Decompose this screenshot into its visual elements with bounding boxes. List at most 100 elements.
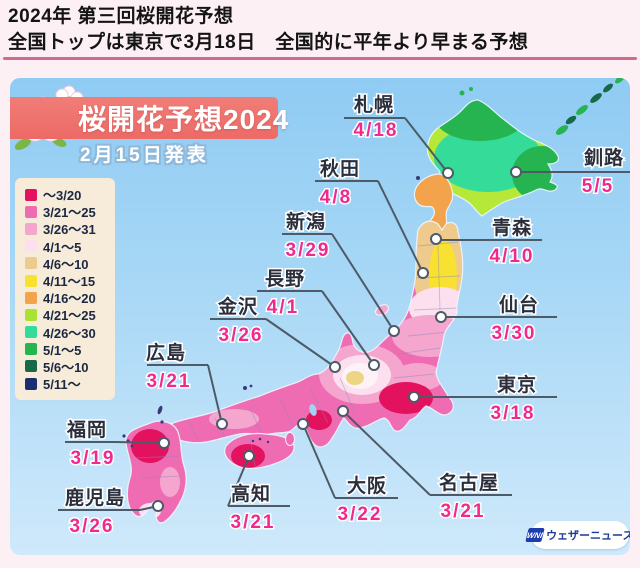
weathernews-logo-text: ウェザーニュース xyxy=(546,530,630,542)
city-dot-akita xyxy=(417,267,429,279)
weathernews-logo: WNI ウェザーニュース xyxy=(524,521,630,549)
city-hiroshima: 広島 3/21 xyxy=(144,340,228,430)
legend-item: 5/6～10 xyxy=(25,358,109,375)
city-name-niigata: 新潟 xyxy=(286,210,326,233)
city-date-kagoshima: 3/26 xyxy=(70,516,115,537)
legend-swatch xyxy=(25,360,37,373)
legend-swatch xyxy=(25,274,37,287)
legend-item: 4/6～10 xyxy=(25,255,109,272)
city-dot-hiroshima xyxy=(216,418,228,430)
banner-ribbon: 桜開花予想2024 xyxy=(10,97,288,139)
legend-label: 4/26～30 xyxy=(43,325,96,341)
city-fukuoka: 福岡 3/19 xyxy=(64,417,170,471)
city-name-sapporo: 札幌 xyxy=(353,93,394,116)
city-kochi: 高知 3/21 xyxy=(227,450,290,535)
legend-label: 3/21～25 xyxy=(43,205,96,221)
region-kurils xyxy=(555,78,625,135)
city-date-nagoya: 3/21 xyxy=(441,501,486,522)
city-date-nagano: 4/1 xyxy=(267,297,299,318)
wni-logo-icon: WNI xyxy=(524,528,544,542)
city-kanazawa: 金沢 3/26 xyxy=(210,294,341,373)
legend-swatch xyxy=(25,240,37,253)
legend-item: 4/11～15 xyxy=(25,272,109,289)
city-tokyo: 東京 3/18 xyxy=(408,372,557,426)
legend-swatch xyxy=(25,257,37,270)
city-name-sendai: 仙台 xyxy=(499,293,539,316)
legend-item: 5/1～5 xyxy=(25,341,109,358)
legend-label: 4/16～20 xyxy=(43,291,96,307)
city-date-osaka: 3/22 xyxy=(338,504,383,525)
city-kagoshima: 鹿児島 3/26 xyxy=(58,485,164,539)
city-labels: 札幌4/18釧路5/5青森4/10秋田4/8仙台3/30新潟3/29長野4/1金… xyxy=(58,92,630,539)
legend-label: 4/21～25 xyxy=(43,308,96,324)
title-line-2: 全国トップは東京で3月18日 全国的に平年より早まる予想 xyxy=(8,32,529,53)
city-name-nagoya: 名古屋 xyxy=(439,471,499,494)
legend-swatch xyxy=(25,326,37,339)
legend-item: 4/26～30 xyxy=(25,324,109,341)
city-name-fukuoka: 福岡 xyxy=(66,418,107,441)
city-date-kochi: 3/21 xyxy=(231,512,276,533)
legend-item: 3/26～31 xyxy=(25,220,109,237)
city-date-niigata: 3/29 xyxy=(286,240,331,261)
legend-item: 3/21～25 xyxy=(25,203,109,220)
legend-swatch xyxy=(25,222,37,235)
city-dot-nagano xyxy=(368,359,380,371)
legend-swatch xyxy=(25,343,37,356)
city-date-fukuoka: 3/19 xyxy=(71,448,116,469)
legend-swatch xyxy=(25,308,37,321)
legend-label: ～3/20 xyxy=(43,188,82,204)
city-nagano: 長野 4/1 xyxy=(257,267,380,371)
city-date-kanazawa: 3/26 xyxy=(219,325,264,346)
city-name-kagoshima: 鹿児島 xyxy=(65,486,125,509)
city-name-aomori: 青森 xyxy=(492,216,532,239)
legend-item: 4/21～25 xyxy=(25,306,109,323)
legend: ～3/20 3/21～25 3/26～31 4/1～5 4/6～10 4/11～15 4/1… xyxy=(15,178,115,401)
city-nagoya: 名古屋 3/21 xyxy=(337,405,512,524)
header-divider xyxy=(3,57,637,60)
city-osaka: 大阪 3/22 xyxy=(297,418,398,527)
legend-label: 5/11～ xyxy=(43,377,81,393)
city-date-aomori: 4/10 xyxy=(490,246,535,267)
title-line-1: 2024年 第三回桜開花予想 xyxy=(8,6,234,27)
announce-date: 2月15日発表 xyxy=(80,145,209,166)
city-dot-aomori xyxy=(430,233,442,245)
city-dot-nagoya xyxy=(337,405,349,417)
city-niigata: 新潟 3/29 xyxy=(282,209,400,337)
city-dot-kagoshima xyxy=(152,500,164,512)
city-sapporo: 札幌 4/18 xyxy=(344,92,454,179)
city-dot-sendai xyxy=(435,311,447,323)
city-name-tokyo: 東京 xyxy=(497,373,537,396)
legend-label: 4/11～15 xyxy=(43,274,96,290)
city-kushiro: 釧路 5/5 xyxy=(510,145,630,199)
city-name-kanazawa: 金沢 xyxy=(217,295,258,318)
city-name-osaka: 大阪 xyxy=(347,474,387,497)
city-name-nagano: 長野 xyxy=(265,268,305,290)
page-title: 2024年 第三回桜開花予想 全国トップは東京で3月18日 全国的に平年より早ま… xyxy=(8,4,636,56)
city-name-hiroshima: 広島 xyxy=(146,341,186,364)
city-aomori: 青森 4/10 xyxy=(430,215,542,269)
legend-swatch xyxy=(25,377,37,390)
forecast-map-card: 札幌 4/18 釧路 5/5 青森 4/10 秋田 4/8 仙台 3/30 新潟 3/29 長野 4/1 金… xyxy=(10,78,630,555)
city-name-akita: 秋田 xyxy=(320,157,360,180)
legend-label: 5/6～10 xyxy=(43,359,89,375)
legend-item: ～3/20 xyxy=(25,186,109,203)
city-name-kochi: 高知 xyxy=(231,482,271,505)
legend-label: 4/1～5 xyxy=(43,239,82,255)
legend-label: 3/26～31 xyxy=(43,222,96,238)
legend-swatch xyxy=(25,205,37,218)
legend-item: 4/1～5 xyxy=(25,238,109,255)
city-dot-kochi xyxy=(243,450,255,462)
city-date-kushiro: 5/5 xyxy=(582,176,614,197)
city-date-akita: 4/8 xyxy=(320,187,352,208)
legend-label: 4/6～10 xyxy=(43,256,89,272)
city-dot-osaka xyxy=(297,418,309,430)
city-dot-sapporo xyxy=(442,167,454,179)
city-date-tokyo: 3/18 xyxy=(491,403,536,424)
city-date-hiroshima: 3/21 xyxy=(147,371,192,392)
city-dot-kanazawa xyxy=(329,361,341,373)
city-date-sendai: 3/30 xyxy=(492,323,537,344)
city-dot-niigata xyxy=(388,325,400,337)
legend-item: 4/16～20 xyxy=(25,289,109,306)
legend-label: 5/1～5 xyxy=(43,342,82,358)
